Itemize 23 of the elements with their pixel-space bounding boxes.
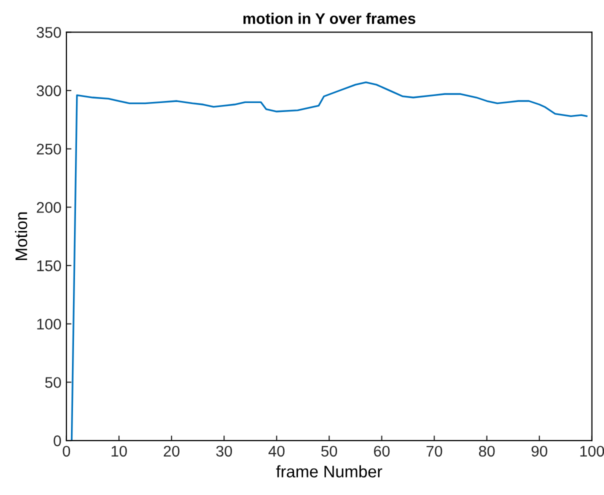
y-tick-label: 350 xyxy=(36,27,61,38)
x-tick-label: 50 xyxy=(321,446,338,457)
y-tick-label: 0 xyxy=(54,435,61,446)
y-tick-label: 200 xyxy=(36,202,61,213)
y-tick-label: 150 xyxy=(37,260,61,272)
line-series xyxy=(70,82,588,441)
chart-title: motion in Y over frames xyxy=(243,12,416,24)
x-tick-label: 30 xyxy=(216,446,232,457)
x-tick-label: 0 xyxy=(62,446,70,457)
y-tick-label: 300 xyxy=(36,85,61,96)
x-axis-title: frame Number xyxy=(276,465,382,478)
y-tick-label: 50 xyxy=(45,377,61,388)
y-axis-title: Motion xyxy=(15,212,28,260)
x-tick-label: 40 xyxy=(268,446,285,457)
x-tick-label: 80 xyxy=(478,446,495,457)
x-tick-label: 90 xyxy=(532,446,548,457)
x-tick-label: 10 xyxy=(112,446,127,457)
x-tick-label: 70 xyxy=(426,446,442,457)
x-tick-label: 100 xyxy=(580,446,604,457)
x-tick-label: 60 xyxy=(374,446,390,457)
x-tick-label: 20 xyxy=(164,446,180,457)
y-tick-label: 250 xyxy=(36,144,61,155)
y-tick-label: 100 xyxy=(37,318,61,330)
